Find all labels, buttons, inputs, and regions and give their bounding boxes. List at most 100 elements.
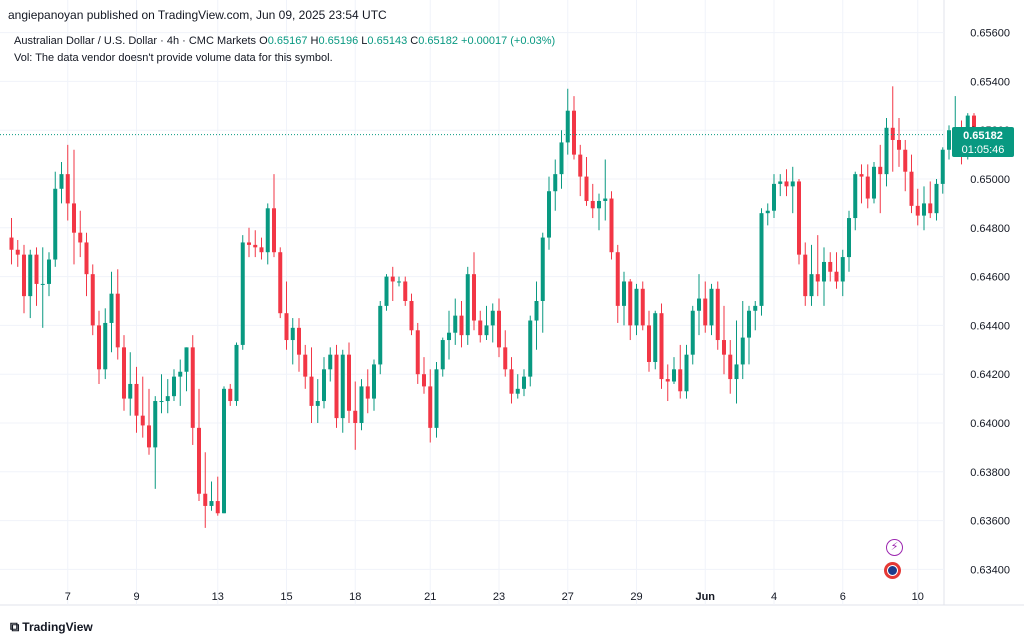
candle-body [428,386,433,428]
candle-body [90,274,95,326]
candle-body [597,200,601,209]
candle-body [309,376,314,406]
candle-body [228,388,233,402]
candle-body [453,315,458,333]
candle [628,279,633,341]
candle-body [534,301,539,321]
candle-body [934,183,939,214]
candle [640,281,645,331]
candle-body [609,198,614,253]
candle-body [765,210,770,214]
candle [397,276,401,287]
candle-body [928,203,933,214]
candle [315,379,320,423]
candle [615,244,620,323]
candle-body [897,139,901,150]
candle [815,235,820,297]
candle [478,310,483,343]
footer-brand[interactable]: ⧉ TradingView [10,619,93,635]
candle [234,342,239,406]
price-tick-label: 0.64600 [970,272,1010,284]
candle [847,210,851,272]
candle [247,227,251,258]
price-axis[interactable]: 0.656000.654000.652000.650000.648000.646… [970,28,1010,577]
candle [209,481,214,511]
lightning-icon[interactable]: ⚡ [886,539,903,556]
candle-body [322,369,326,402]
publisher-attribution: angiepanoyan published on TradingView.co… [8,8,387,22]
candle-body [497,310,501,348]
candle [747,305,751,365]
candle [309,347,314,423]
candle-body [653,313,658,362]
candle-body [822,261,826,282]
candle-body [784,181,789,187]
candle-body [315,401,320,406]
time-axis[interactable]: 7 9 13 15 18 21 23 27 29 Jun 4 6 10 [65,591,924,603]
price-tick-label: 0.65000 [970,174,1010,186]
time-tick-label: 6 [840,591,846,603]
candle-body [422,374,426,387]
change-value: +0.00017 (+0.03%) [461,35,556,47]
candle [665,364,670,402]
candle [378,301,383,375]
candle [84,232,89,297]
candle-body [753,305,758,311]
candle-body [509,369,514,394]
candle-body [565,110,570,143]
candle-body [353,410,358,423]
price-tick-label: 0.63800 [970,467,1010,479]
candle [28,249,33,319]
candle [222,386,226,514]
symbol-title[interactable]: Australian Dollar / U.S. Dollar · 4h · C… [14,35,257,47]
candle [553,159,558,211]
candle-body [178,371,183,377]
time-tick-label: 23 [493,591,505,603]
candle [859,164,864,204]
candle-body [903,149,908,172]
candle [728,340,733,394]
candle [803,242,808,306]
candle [922,186,926,231]
candle [109,271,114,353]
candle [190,335,195,445]
australia-flag-icon[interactable] [884,562,901,579]
last-price-tag: 0.65182 01:05:46 [952,126,1014,157]
candle-body [397,281,401,283]
candle-body [434,369,439,428]
candle [284,281,289,350]
candle-body [97,325,101,370]
candle [647,310,651,372]
candle [172,369,176,402]
candle-body [690,310,695,355]
candle [822,247,826,306]
candle-body [9,237,14,250]
candle-body [365,386,370,399]
candle-body [415,330,420,375]
candle-body [384,276,389,306]
candle-body [828,261,833,272]
candle [497,298,501,358]
candle-body [140,415,145,426]
candle-body [109,293,114,323]
candle [359,379,364,431]
candle-body [465,274,470,336]
candle-body [278,252,283,314]
candle-body [15,249,20,255]
candle [909,154,914,214]
candle [490,303,495,343]
candle [240,235,245,350]
candle [740,301,745,380]
candle-body [459,315,464,336]
candle [453,298,458,345]
candle [384,274,389,311]
candle [409,293,414,336]
candle-body [347,354,351,411]
candle [78,210,83,258]
candle-body [372,364,376,399]
candle-body [247,242,251,245]
candle [884,118,889,187]
candle-body [240,242,245,345]
candle-body [447,332,451,341]
